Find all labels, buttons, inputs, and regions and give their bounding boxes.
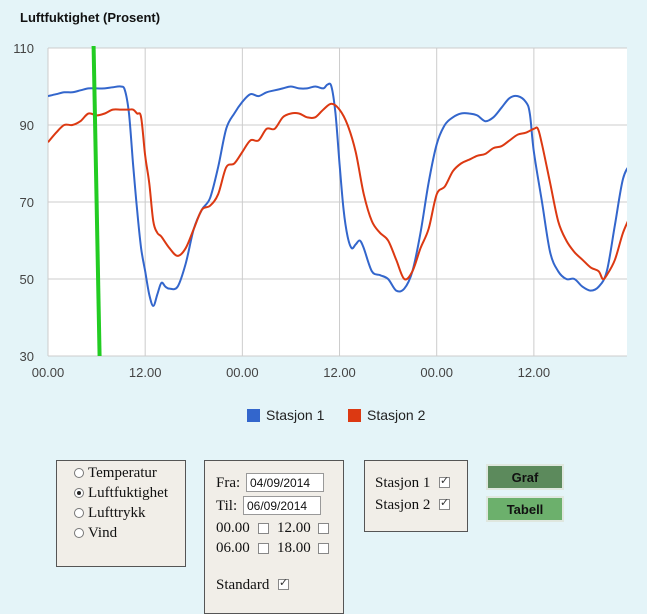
radio-luftfuktighet[interactable]	[74, 488, 84, 498]
label-temperatur: Temperatur	[88, 464, 157, 481]
x-tick-label: 12.00	[323, 365, 356, 380]
time-12-checkbox[interactable]	[318, 523, 329, 534]
station-panel: Stasjon 1 Stasjon 2	[364, 460, 468, 532]
x-tick-label: 00.00	[32, 365, 65, 380]
chart-marker	[91, 45, 102, 357]
station-2-checkbox[interactable]	[439, 496, 450, 510]
radio-lufttrykk[interactable]	[74, 508, 84, 518]
option-lufttrykk[interactable]: Lufttrykk	[74, 503, 185, 523]
chart-series	[48, 82, 627, 307]
label-lufttrykk: Lufttrykk	[88, 504, 146, 521]
legend-item-stasjon-2[interactable]: Stasjon 2	[348, 407, 425, 423]
y-tick-label: 30	[20, 349, 34, 364]
time-18-label: 18.00	[277, 540, 311, 556]
time-06-checkbox[interactable]	[258, 543, 269, 554]
station-1-checkbox[interactable]	[439, 474, 450, 488]
legend-item-stasjon-1[interactable]: Stasjon 1	[247, 407, 324, 423]
label-luftfuktighet: Luftfuktighet	[88, 484, 168, 501]
time-marker-line	[91, 45, 102, 357]
from-date-input[interactable]: 04/09/2014	[246, 473, 324, 492]
parameter-panel: Temperatur Luftfuktighet Lufttrykk Vind	[56, 460, 186, 567]
standard-label: Standard	[216, 577, 270, 593]
station-1-label: Stasjon 1	[375, 475, 431, 491]
y-tick-label: 70	[20, 195, 34, 210]
standard-checkbox[interactable]	[278, 576, 289, 590]
y-tick-label: 90	[20, 118, 34, 133]
series-line-2	[48, 102, 627, 281]
graf-button[interactable]: Graf	[486, 464, 564, 490]
x-tick-label: 00.00	[226, 365, 259, 380]
date-panel: Fra: 04/09/2014 Til: 06/09/2014 00.00 12…	[204, 460, 344, 614]
from-label: Fra:	[216, 475, 241, 491]
option-luftfuktighet[interactable]: Luftfuktighet	[74, 483, 185, 503]
radio-vind[interactable]	[74, 528, 84, 538]
option-temperatur[interactable]: Temperatur	[74, 463, 185, 483]
label-vind: Vind	[88, 524, 118, 541]
radio-temperatur[interactable]	[74, 468, 84, 478]
to-label: Til:	[216, 498, 238, 514]
time-00-checkbox[interactable]	[258, 523, 269, 534]
legend-label-stasjon-1: Stasjon 1	[266, 407, 325, 423]
y-tick-label: 50	[20, 272, 34, 287]
legend-swatch-stasjon-2	[348, 408, 361, 422]
x-tick-label: 00.00	[420, 365, 453, 380]
station-2-label: Stasjon 2	[375, 497, 431, 513]
option-vind[interactable]: Vind	[74, 523, 185, 543]
legend-label-stasjon-2: Stasjon 2	[367, 407, 426, 423]
time-18-checkbox[interactable]	[318, 543, 329, 554]
y-tick-label: 110	[13, 41, 34, 56]
time-00-label: 00.00	[216, 520, 250, 536]
x-tick-label: 12.00	[518, 365, 551, 380]
to-date-input[interactable]: 06/09/2014	[243, 496, 321, 515]
legend-swatch-stasjon-1	[247, 408, 260, 422]
tabell-button[interactable]: Tabell	[486, 496, 564, 522]
chart-title: Luftfuktighet (Prosent)	[20, 10, 161, 25]
x-tick-label: 12.00	[129, 365, 162, 380]
time-06-label: 06.00	[216, 540, 250, 556]
chart-grid	[47, 47, 627, 357]
time-12-label: 12.00	[277, 520, 311, 536]
series-line-1	[48, 82, 627, 307]
